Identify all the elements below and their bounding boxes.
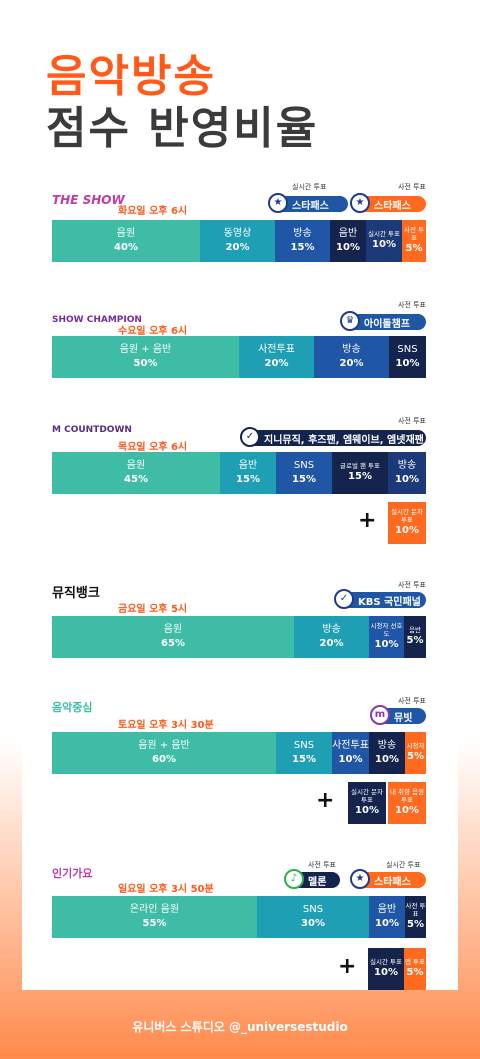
show-logo: 뮤직뱅크 (52, 586, 100, 601)
segment: 동영상 20% (200, 220, 275, 262)
melon-icon: ♪ (284, 869, 304, 889)
score-bar: 음원 + 음반 50% 사전투표 20% 방송 20% SNS 10% (52, 336, 426, 378)
melon-pill[interactable]: ♪ 멜론 (284, 869, 340, 889)
show-section-theshow: THE SHOW 화요일 오후 6시 실시간 투표 사전 투표 ★ 스타패스 ★ 스… (52, 183, 426, 268)
score-bar: 온라인 음원 55% SNS 30% 음반 10% 사전 투표 5% (52, 896, 426, 938)
segment: 실시간 투표 10% (366, 220, 402, 262)
show-logo: SHOW CHAMPION (52, 315, 142, 325)
segment: 방송 10% (369, 732, 405, 774)
extra-segment: 앱 투표 5% (404, 948, 426, 990)
starpass-pill[interactable]: ★ 스타패스 (350, 869, 426, 889)
segment: 시청자 5% (405, 732, 426, 774)
vote-platform-pill[interactable]: ✓ 지니뮤직, 후즈팬, 엠웨이브, 엠넷재팬 (240, 427, 426, 447)
extra-segment: 실시간 투표 10% (368, 948, 404, 990)
show-day: 수요일 오후 6시 (118, 326, 188, 337)
segment: SNS 30% (257, 896, 369, 938)
segment: 방송 20% (294, 616, 369, 658)
segment: 음원 65% (52, 616, 294, 658)
segment: 사전투표 20% (239, 336, 314, 378)
show-section-showchampion: SHOW CHAMPION 수요일 오후 6시 사전 투표 ♛ 아이돌챔프 음원 … (52, 301, 426, 382)
crown-icon: ♛ (340, 311, 360, 331)
segment: 음원 40% (52, 220, 200, 262)
vote-tag: 사전 투표 (398, 417, 426, 425)
segment: 음원 + 음반 50% (52, 336, 239, 378)
score-bar: 음원 45% 음반 15% SNS 15% 글로벌 팬 투표 15% 방송 10% (52, 452, 426, 494)
segment: SNS 15% (276, 732, 332, 774)
starpass-pill[interactable]: ★ 스타패스 (268, 193, 348, 213)
segment: 온라인 음원 55% (52, 896, 257, 938)
score-bar: 음원 + 음반 60% SNS 15% 사전투표 10% 방송 10% 시청자 5% (52, 732, 426, 774)
title-line1: 음악방송 (46, 51, 216, 102)
show-logo: 음악중심 (52, 701, 93, 714)
plus-icon: + (338, 954, 357, 979)
plus-icon: + (316, 788, 335, 813)
show-day: 토요일 오후 3시 30분 (118, 720, 214, 731)
segment: 음원 45% (52, 452, 220, 494)
vote-tag: 사전 투표 (398, 183, 426, 191)
segment: 방송 20% (314, 336, 389, 378)
vote-tag: 실시간 투표 (292, 183, 327, 191)
title-line2: 점수 반영비율 (46, 103, 319, 154)
star-icon: ★ (350, 193, 370, 213)
segment: 사전투표 10% (332, 732, 369, 774)
extra-segment: 실시간 문자 투표 10% (388, 502, 426, 544)
check-icon: ✓ (334, 589, 354, 609)
show-day: 일요일 오후 3시 50분 (118, 884, 214, 895)
plus-icon: + (358, 508, 377, 533)
star-icon: ★ (350, 869, 370, 889)
segment: 사전 투표 5% (405, 896, 426, 938)
score-bar: 음원 40% 동영상 20% 방송 15% 음반 10% 실시간 투표 10% 사전 투표… (52, 220, 426, 262)
mubeat-pill[interactable]: m 뮤빗 (370, 705, 426, 725)
segment: SNS 15% (276, 452, 332, 494)
segment: 방송 15% (275, 220, 330, 262)
mubeat-icon: m (370, 705, 390, 725)
vote-tag: 사전 투표 (398, 581, 426, 589)
content-card (22, 22, 458, 990)
idolchamp-pill[interactable]: ♛ 아이돌챔프 (340, 311, 426, 331)
segment: 글로벌 팬 투표 15% (332, 452, 388, 494)
segment: 시청자 선호도 10% (369, 616, 404, 658)
footer-credit: 유니버스 스튜디오 @_universestudio (132, 1020, 348, 1034)
segment: 음원 + 음반 60% (52, 732, 276, 774)
extra-segment: 실시간 문자 투표 10% (348, 782, 386, 824)
kbs-panel-pill[interactable]: ✓ KBS 국민패널 (334, 589, 426, 609)
show-section-inkigayo: 인기가요 일요일 오후 3시 50분 사전 투표 실시간 투표 ♪ 멜론 ★ 스타패… (52, 861, 426, 992)
show-logo: 인기가요 (52, 867, 93, 880)
show-section-musicbank: 뮤직뱅크 금요일 오후 5시 사전 투표 ✓ KBS 국민패널 음원 65% 방송 2… (52, 581, 426, 662)
extra-segment: 내 취향 음원 투표 10% (388, 782, 426, 824)
show-day: 금요일 오후 5시 (118, 604, 188, 615)
segment: 음반 15% (220, 452, 276, 494)
show-section-musiccore: 음악중심 토요일 오후 3시 30분 사전 투표 m 뮤빗 음원 + 음반 60% … (52, 697, 426, 828)
vote-tag: 사전 투표 (398, 301, 426, 309)
segment: 음반 10% (369, 896, 405, 938)
score-bar: 음원 65% 방송 20% 시청자 선호도 10% 음반 5% (52, 616, 426, 658)
star-icon: ★ (268, 193, 288, 213)
show-day: 화요일 오후 6시 (118, 206, 188, 217)
show-day: 목요일 오후 6시 (118, 442, 188, 453)
vote-tag: 사전 투표 (308, 861, 336, 869)
segment: SNS 10% (389, 336, 426, 378)
vote-tag: 실시간 투표 (386, 861, 421, 869)
check-icon: ✓ (240, 427, 260, 447)
show-logo: M COUNTDOWN (52, 425, 132, 435)
segment: 음반 5% (404, 616, 426, 658)
starpass-pill[interactable]: ★ 스타패스 (350, 193, 426, 213)
show-section-mcountdown: M COUNTDOWN 목요일 오후 6시 사전 투표 ✓ 지니뮤직, 후즈팬, … (52, 417, 426, 548)
segment: 음반 10% (330, 220, 366, 262)
vote-tag: 사전 투표 (398, 697, 426, 705)
segment: 방송 10% (388, 452, 426, 494)
segment: 사전 투표 5% (402, 220, 426, 262)
show-logo: THE SHOW (52, 193, 125, 207)
